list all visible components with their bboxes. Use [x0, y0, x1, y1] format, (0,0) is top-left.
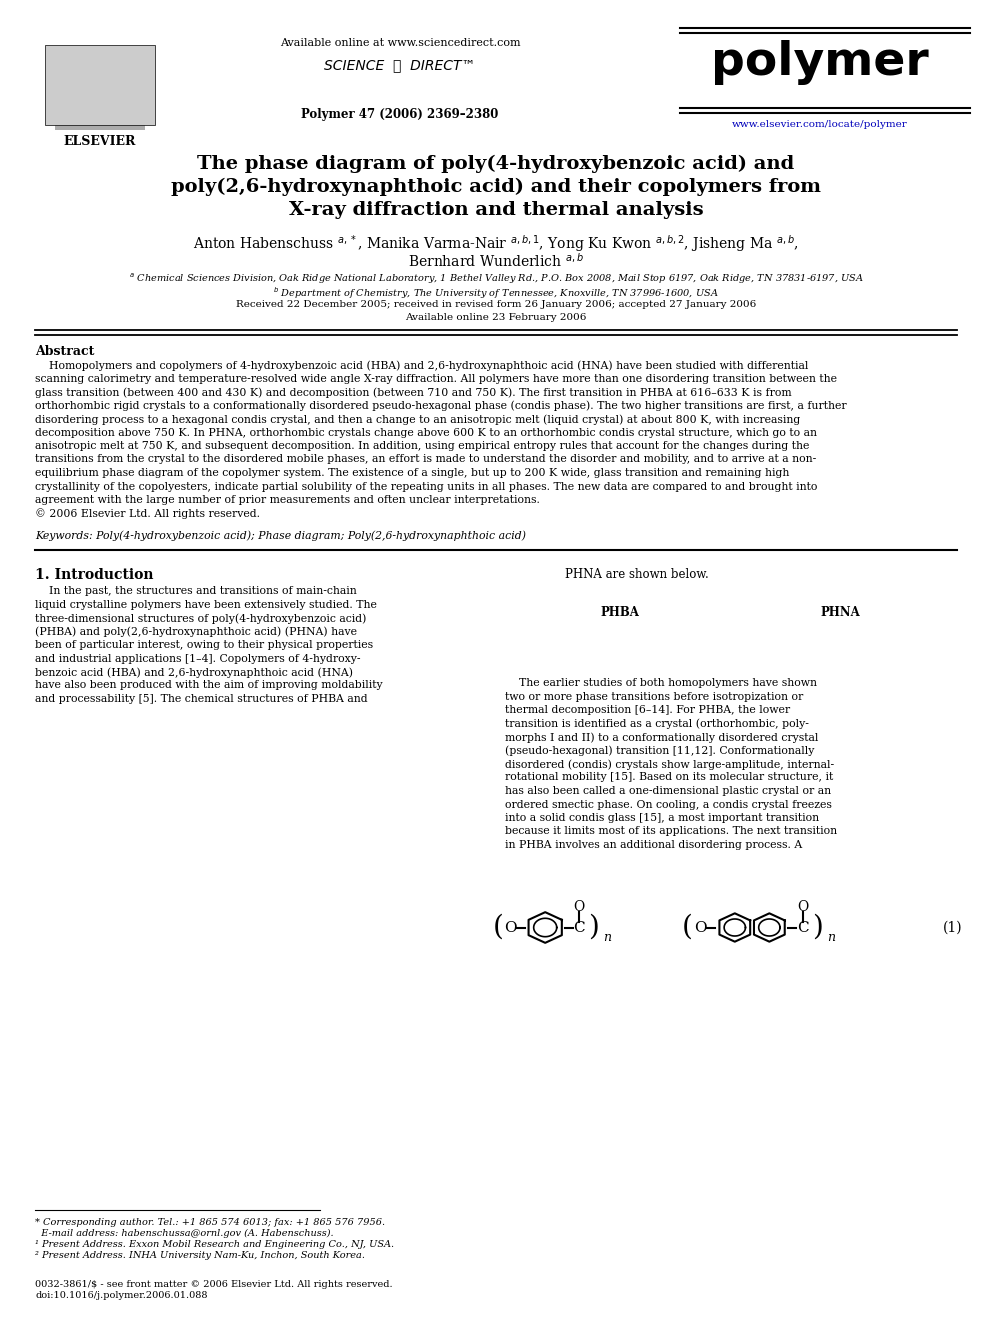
Text: (: (: [492, 914, 503, 941]
Text: rotational mobility [15]. Based on its molecular structure, it: rotational mobility [15]. Based on its m…: [505, 773, 833, 782]
Text: have also been produced with the aim of improving moldability: have also been produced with the aim of …: [35, 680, 383, 691]
Text: equilibrium phase diagram of the copolymer system. The existence of a single, bu: equilibrium phase diagram of the copolym…: [35, 468, 790, 478]
Text: benzoic acid (HBA) and 2,6-hydroxynaphthoic acid (HNA): benzoic acid (HBA) and 2,6-hydroxynaphth…: [35, 667, 353, 677]
Text: poly(2,6-hydroxynaphthoic acid) and their copolymers from: poly(2,6-hydroxynaphthoic acid) and thei…: [171, 179, 821, 196]
Text: (1): (1): [943, 921, 963, 934]
Text: C: C: [798, 921, 808, 934]
Text: ELSEVIER: ELSEVIER: [63, 135, 136, 148]
Text: ordered smectic phase. On cooling, a condis crystal freezes: ordered smectic phase. On cooling, a con…: [505, 799, 832, 810]
Text: PHBA: PHBA: [600, 606, 640, 619]
Text: decomposition above 750 K. In PHNA, orthorhombic crystals change above 600 K to : decomposition above 750 K. In PHNA, orth…: [35, 427, 817, 438]
Text: Anton Habenschuss $^{a,*}$, Manika Varma-Nair $^{a,b,1}$, Yong Ku Kwon $^{a,b,2}: Anton Habenschuss $^{a,*}$, Manika Varma…: [193, 233, 799, 254]
Text: thermal decomposition [6–14]. For PHBA, the lower: thermal decomposition [6–14]. For PHBA, …: [505, 705, 790, 714]
Text: (pseudo-hexagonal) transition [11,12]. Conformationally: (pseudo-hexagonal) transition [11,12]. C…: [505, 745, 814, 755]
Text: agreement with the large number of prior measurements and often unclear interpre: agreement with the large number of prior…: [35, 495, 540, 505]
Text: morphs I and II) to a conformationally disordered crystal: morphs I and II) to a conformationally d…: [505, 732, 818, 742]
Text: E-mail address: habenschussa@ornl.gov (A. Habenschuss).: E-mail address: habenschussa@ornl.gov (A…: [35, 1229, 333, 1238]
Text: O: O: [798, 900, 808, 914]
Text: orthorhombic rigid crystals to a conformationally disordered pseudo-hexagonal ph: orthorhombic rigid crystals to a conform…: [35, 401, 846, 411]
Text: in PHBA involves an additional disordering process. A: in PHBA involves an additional disorderi…: [505, 840, 803, 849]
Text: glass transition (between 400 and 430 K) and decomposition (between 710 and 750 : glass transition (between 400 and 430 K)…: [35, 388, 792, 398]
Text: Available online 23 February 2006: Available online 23 February 2006: [406, 314, 586, 321]
Text: scanning calorimetry and temperature-resolved wide angle X-ray diffraction. All : scanning calorimetry and temperature-res…: [35, 373, 837, 384]
Text: transition is identified as a crystal (orthorhombic, poly-: transition is identified as a crystal (o…: [505, 718, 808, 729]
Text: (: (: [682, 914, 692, 941]
Text: 1. Introduction: 1. Introduction: [35, 568, 154, 582]
Text: because it limits most of its applications. The next transition: because it limits most of its applicatio…: [505, 827, 837, 836]
Text: www.elsevier.com/locate/polymer: www.elsevier.com/locate/polymer: [732, 120, 908, 130]
Text: X-ray diffraction and thermal analysis: X-ray diffraction and thermal analysis: [289, 201, 703, 220]
Bar: [45, 45, 155, 124]
Text: (PHBA) and poly(2,6-hydroxynaphthoic acid) (PHNA) have: (PHBA) and poly(2,6-hydroxynaphthoic aci…: [35, 627, 357, 638]
Text: ): ): [588, 914, 599, 941]
Text: three-dimensional structures of poly(4-hydroxybenzoic acid): three-dimensional structures of poly(4-h…: [35, 613, 366, 623]
Text: n: n: [827, 930, 835, 943]
Text: ² Present Address. INHA University Nam-Ku, Inchon, South Korea.: ² Present Address. INHA University Nam-K…: [35, 1252, 365, 1259]
Text: Received 22 December 2005; received in revised form 26 January 2006; accepted 27: Received 22 December 2005; received in r…: [236, 300, 756, 310]
Text: C: C: [573, 921, 584, 934]
Text: been of particular interest, owing to their physical properties: been of particular interest, owing to th…: [35, 640, 373, 650]
Text: polymer: polymer: [711, 40, 929, 85]
Text: doi:10.1016/j.polymer.2006.01.088: doi:10.1016/j.polymer.2006.01.088: [35, 1291, 207, 1301]
Text: Polymer 47 (2006) 2369–2380: Polymer 47 (2006) 2369–2380: [302, 108, 499, 120]
Text: into a solid condis glass [15], a most important transition: into a solid condis glass [15], a most i…: [505, 814, 819, 823]
Text: and industrial applications [1–4]. Copolymers of 4-hydroxy-: and industrial applications [1–4]. Copol…: [35, 654, 360, 664]
Text: 0032-3861/$ - see front matter © 2006 Elsevier Ltd. All rights reserved.: 0032-3861/$ - see front matter © 2006 El…: [35, 1279, 393, 1289]
Bar: [55, 64, 145, 130]
Text: ): ): [812, 914, 823, 941]
Text: O: O: [504, 921, 517, 934]
Text: * Corresponding author. Tel.: +1 865 574 6013; fax: +1 865 576 7956.: * Corresponding author. Tel.: +1 865 574…: [35, 1218, 385, 1226]
Text: and processability [5]. The chemical structures of PHBA and: and processability [5]. The chemical str…: [35, 695, 368, 704]
Text: n: n: [603, 930, 611, 943]
Text: disordering process to a hexagonal condis crystal, and then a change to an aniso: disordering process to a hexagonal condi…: [35, 414, 801, 425]
Text: SCIENCE  ⓓ  DIRECT™: SCIENCE ⓓ DIRECT™: [324, 58, 476, 71]
Text: PHNA: PHNA: [820, 606, 860, 619]
Text: The phase diagram of poly(4-hydroxybenzoic acid) and: The phase diagram of poly(4-hydroxybenzo…: [197, 155, 795, 173]
Text: anisotropic melt at 750 K, and subsequent decomposition. In addition, using empi: anisotropic melt at 750 K, and subsequen…: [35, 441, 809, 451]
Text: Available online at www.sciencedirect.com: Available online at www.sciencedirect.co…: [280, 38, 521, 48]
Text: ¹ Present Address. Exxon Mobil Research and Engineering Co., NJ, USA.: ¹ Present Address. Exxon Mobil Research …: [35, 1240, 394, 1249]
Text: Bernhard Wunderlich $^{a,b}$: Bernhard Wunderlich $^{a,b}$: [408, 251, 584, 270]
Text: crystallinity of the copolyesters, indicate partial solubility of the repeating : crystallinity of the copolyesters, indic…: [35, 482, 817, 492]
Text: $^a$ Chemical Sciences Division, Oak Ridge National Laboratory, 1 Bethel Valley : $^a$ Chemical Sciences Division, Oak Rid…: [129, 273, 863, 286]
Text: liquid crystalline polymers have been extensively studied. The: liquid crystalline polymers have been ex…: [35, 599, 377, 610]
Text: has also been called a one-dimensional plastic crystal or an: has also been called a one-dimensional p…: [505, 786, 831, 796]
Text: PHNA are shown below.: PHNA are shown below.: [565, 568, 708, 581]
Text: disordered (condis) crystals show large-amplitude, internal-: disordered (condis) crystals show large-…: [505, 759, 834, 770]
Text: two or more phase transitions before isotropization or: two or more phase transitions before iso…: [505, 692, 804, 701]
Text: O: O: [694, 921, 706, 934]
Text: The earlier studies of both homopolymers have shown: The earlier studies of both homopolymers…: [505, 677, 817, 688]
Text: Keywords: Poly(4-hydroxybenzoic acid); Phase diagram; Poly(2,6-hydroxynaphthoic : Keywords: Poly(4-hydroxybenzoic acid); P…: [35, 531, 526, 541]
Text: $^b$ Department of Chemistry, The University of Tennessee, Knoxville, TN 37996-1: $^b$ Department of Chemistry, The Univer…: [273, 284, 719, 300]
Text: © 2006 Elsevier Ltd. All rights reserved.: © 2006 Elsevier Ltd. All rights reserved…: [35, 508, 260, 520]
Text: O: O: [573, 900, 584, 914]
Text: In the past, the structures and transitions of main-chain: In the past, the structures and transiti…: [35, 586, 357, 595]
Text: Abstract: Abstract: [35, 345, 94, 359]
Text: transitions from the crystal to the disordered mobile phases, an effort is made : transitions from the crystal to the diso…: [35, 455, 816, 464]
Text: Homopolymers and copolymers of 4-hydroxybenzoic acid (HBA) and 2,6-hydroxynaphth: Homopolymers and copolymers of 4-hydroxy…: [35, 360, 808, 370]
